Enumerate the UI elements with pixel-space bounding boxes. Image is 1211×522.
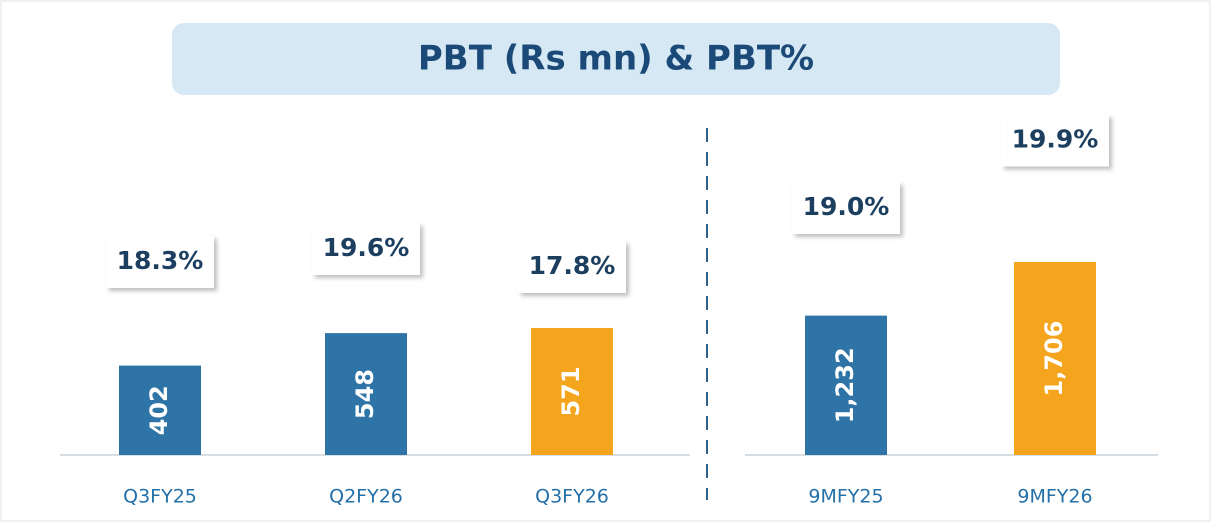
value-label: 571 [557, 366, 585, 416]
percent-label: 19.9% [1012, 125, 1099, 154]
bar [325, 333, 407, 455]
value-label: 402 [145, 385, 173, 435]
bar [1014, 262, 1096, 455]
value-label: 1,706 [1040, 321, 1068, 397]
percent-box [518, 241, 626, 293]
x-tick-label: Q3FY25 [123, 486, 197, 508]
x-tick-label: 9MFY26 [1017, 486, 1092, 508]
percent-label: 17.8% [529, 251, 616, 280]
x-tick-label: Q3FY26 [535, 486, 609, 508]
title-box [172, 23, 1060, 95]
value-label: 1,232 [831, 347, 859, 423]
x-tick-label: 9MFY25 [808, 486, 883, 508]
percent-box [106, 236, 214, 288]
percent-box [312, 223, 420, 275]
percent-label: 18.3% [117, 246, 204, 275]
percent-box [1001, 114, 1109, 167]
value-label: 548 [351, 369, 379, 419]
bar [805, 315, 887, 455]
percent-label: 19.0% [803, 192, 890, 221]
bar [119, 365, 201, 455]
chart-title: PBT (Rs mn) & PBT% [418, 39, 814, 79]
bar [531, 328, 613, 455]
percent-label: 19.6% [323, 233, 410, 262]
x-tick-label: Q2FY26 [329, 486, 403, 508]
percent-box [792, 182, 900, 234]
